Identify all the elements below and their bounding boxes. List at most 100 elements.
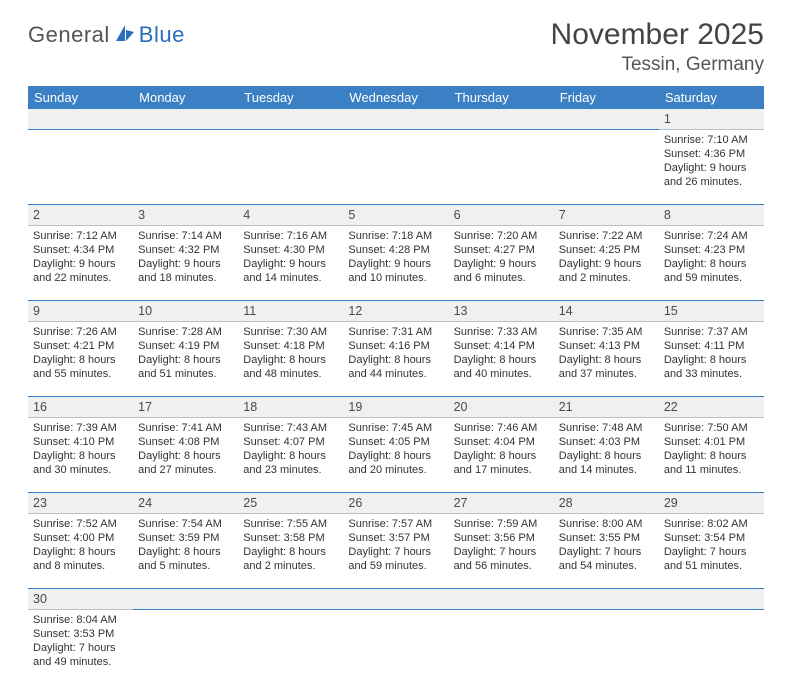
day1-line: Daylight: 8 hours [559, 449, 654, 463]
day-cell: Sunrise: 7:54 AMSunset: 3:59 PMDaylight:… [133, 514, 238, 589]
day-number-cell: 29 [659, 493, 764, 514]
sunrise-line: Sunrise: 7:20 AM [454, 229, 549, 243]
day-number-cell [554, 109, 659, 130]
day1-line: Daylight: 9 hours [454, 257, 549, 271]
day2-line: and 22 minutes. [33, 271, 128, 285]
sunset-line: Sunset: 4:32 PM [138, 243, 233, 257]
day-cell: Sunrise: 7:55 AMSunset: 3:58 PMDaylight:… [238, 514, 343, 589]
day-number-cell: 20 [449, 397, 554, 418]
day-number-cell: 6 [449, 205, 554, 226]
day2-line: and 59 minutes. [664, 271, 759, 285]
sunset-line: Sunset: 4:00 PM [33, 531, 128, 545]
day-cell [554, 610, 659, 685]
day-number-row: 23242526272829 [28, 493, 764, 514]
day-number-cell [28, 109, 133, 130]
day2-line: and 51 minutes. [664, 559, 759, 573]
day-cell: Sunrise: 7:10 AMSunset: 4:36 PMDaylight:… [659, 130, 764, 205]
day-number-cell [133, 109, 238, 130]
day-number-cell [659, 589, 764, 610]
day-number-cell [133, 589, 238, 610]
day-number-cell: 28 [554, 493, 659, 514]
week-row: Sunrise: 7:52 AMSunset: 4:00 PMDaylight:… [28, 514, 764, 589]
day-header: Tuesday [238, 86, 343, 109]
day-cell: Sunrise: 7:31 AMSunset: 4:16 PMDaylight:… [343, 322, 448, 397]
day-cell: Sunrise: 7:35 AMSunset: 4:13 PMDaylight:… [554, 322, 659, 397]
week-row: Sunrise: 8:04 AMSunset: 3:53 PMDaylight:… [28, 610, 764, 685]
sunset-line: Sunset: 4:18 PM [243, 339, 338, 353]
day-cell [449, 610, 554, 685]
day2-line: and 40 minutes. [454, 367, 549, 381]
sunrise-line: Sunrise: 8:00 AM [559, 517, 654, 531]
day-cell: Sunrise: 7:33 AMSunset: 4:14 PMDaylight:… [449, 322, 554, 397]
day-cell: Sunrise: 7:14 AMSunset: 4:32 PMDaylight:… [133, 226, 238, 301]
day-number-cell: 5 [343, 205, 448, 226]
day-cell [554, 130, 659, 205]
day-number-cell: 12 [343, 301, 448, 322]
day-header: Sunday [28, 86, 133, 109]
day-cell: Sunrise: 7:16 AMSunset: 4:30 PMDaylight:… [238, 226, 343, 301]
day1-line: Daylight: 9 hours [559, 257, 654, 271]
sunset-line: Sunset: 4:36 PM [664, 147, 759, 161]
sunset-line: Sunset: 4:19 PM [138, 339, 233, 353]
day-cell [659, 610, 764, 685]
day-number-cell [449, 109, 554, 130]
day-cell: Sunrise: 7:46 AMSunset: 4:04 PMDaylight:… [449, 418, 554, 493]
day-cell: Sunrise: 7:48 AMSunset: 4:03 PMDaylight:… [554, 418, 659, 493]
day2-line: and 17 minutes. [454, 463, 549, 477]
day-cell: Sunrise: 7:12 AMSunset: 4:34 PMDaylight:… [28, 226, 133, 301]
day-number-row: 9101112131415 [28, 301, 764, 322]
sunset-line: Sunset: 4:16 PM [348, 339, 443, 353]
day1-line: Daylight: 9 hours [664, 161, 759, 175]
sunset-line: Sunset: 4:30 PM [243, 243, 338, 257]
sunset-line: Sunset: 4:03 PM [559, 435, 654, 449]
day1-line: Daylight: 8 hours [33, 545, 128, 559]
sunset-line: Sunset: 4:01 PM [664, 435, 759, 449]
day2-line: and 51 minutes. [138, 367, 233, 381]
day-number-row: 1 [28, 109, 764, 130]
day-cell: Sunrise: 8:02 AMSunset: 3:54 PMDaylight:… [659, 514, 764, 589]
day2-line: and 54 minutes. [559, 559, 654, 573]
sunrise-line: Sunrise: 7:30 AM [243, 325, 338, 339]
sunset-line: Sunset: 4:11 PM [664, 339, 759, 353]
day-number-cell: 19 [343, 397, 448, 418]
day-cell [133, 610, 238, 685]
sunrise-line: Sunrise: 7:59 AM [454, 517, 549, 531]
sunset-line: Sunset: 3:56 PM [454, 531, 549, 545]
day-number-cell: 13 [449, 301, 554, 322]
week-row: Sunrise: 7:10 AMSunset: 4:36 PMDaylight:… [28, 130, 764, 205]
day-cell [133, 130, 238, 205]
day-number-cell: 15 [659, 301, 764, 322]
day1-line: Daylight: 8 hours [559, 353, 654, 367]
sunset-line: Sunset: 3:55 PM [559, 531, 654, 545]
sunset-line: Sunset: 4:05 PM [348, 435, 443, 449]
day-header: Monday [133, 86, 238, 109]
sunrise-line: Sunrise: 8:02 AM [664, 517, 759, 531]
day-number-cell [238, 589, 343, 610]
sunrise-line: Sunrise: 7:12 AM [33, 229, 128, 243]
header: General Blue November 2025 Tessin, Germa… [28, 18, 764, 76]
day2-line: and 56 minutes. [454, 559, 549, 573]
day1-line: Daylight: 9 hours [138, 257, 233, 271]
day-cell: Sunrise: 7:39 AMSunset: 4:10 PMDaylight:… [28, 418, 133, 493]
sunrise-line: Sunrise: 7:45 AM [348, 421, 443, 435]
logo-text-blue: Blue [139, 22, 185, 48]
day-cell: Sunrise: 7:45 AMSunset: 4:05 PMDaylight:… [343, 418, 448, 493]
day-number-cell [554, 589, 659, 610]
day2-line: and 59 minutes. [348, 559, 443, 573]
day2-line: and 37 minutes. [559, 367, 654, 381]
sunrise-line: Sunrise: 7:14 AM [138, 229, 233, 243]
day2-line: and 8 minutes. [33, 559, 128, 573]
day2-line: and 18 minutes. [138, 271, 233, 285]
day-number-cell: 9 [28, 301, 133, 322]
day2-line: and 26 minutes. [664, 175, 759, 189]
day1-line: Daylight: 7 hours [33, 641, 128, 655]
month-title: November 2025 [551, 18, 764, 52]
day2-line: and 2 minutes. [243, 559, 338, 573]
day2-line: and 5 minutes. [138, 559, 233, 573]
day1-line: Daylight: 8 hours [454, 353, 549, 367]
week-row: Sunrise: 7:26 AMSunset: 4:21 PMDaylight:… [28, 322, 764, 397]
day1-line: Daylight: 8 hours [664, 353, 759, 367]
sunrise-line: Sunrise: 7:54 AM [138, 517, 233, 531]
sunset-line: Sunset: 3:53 PM [33, 627, 128, 641]
sunrise-line: Sunrise: 7:48 AM [559, 421, 654, 435]
